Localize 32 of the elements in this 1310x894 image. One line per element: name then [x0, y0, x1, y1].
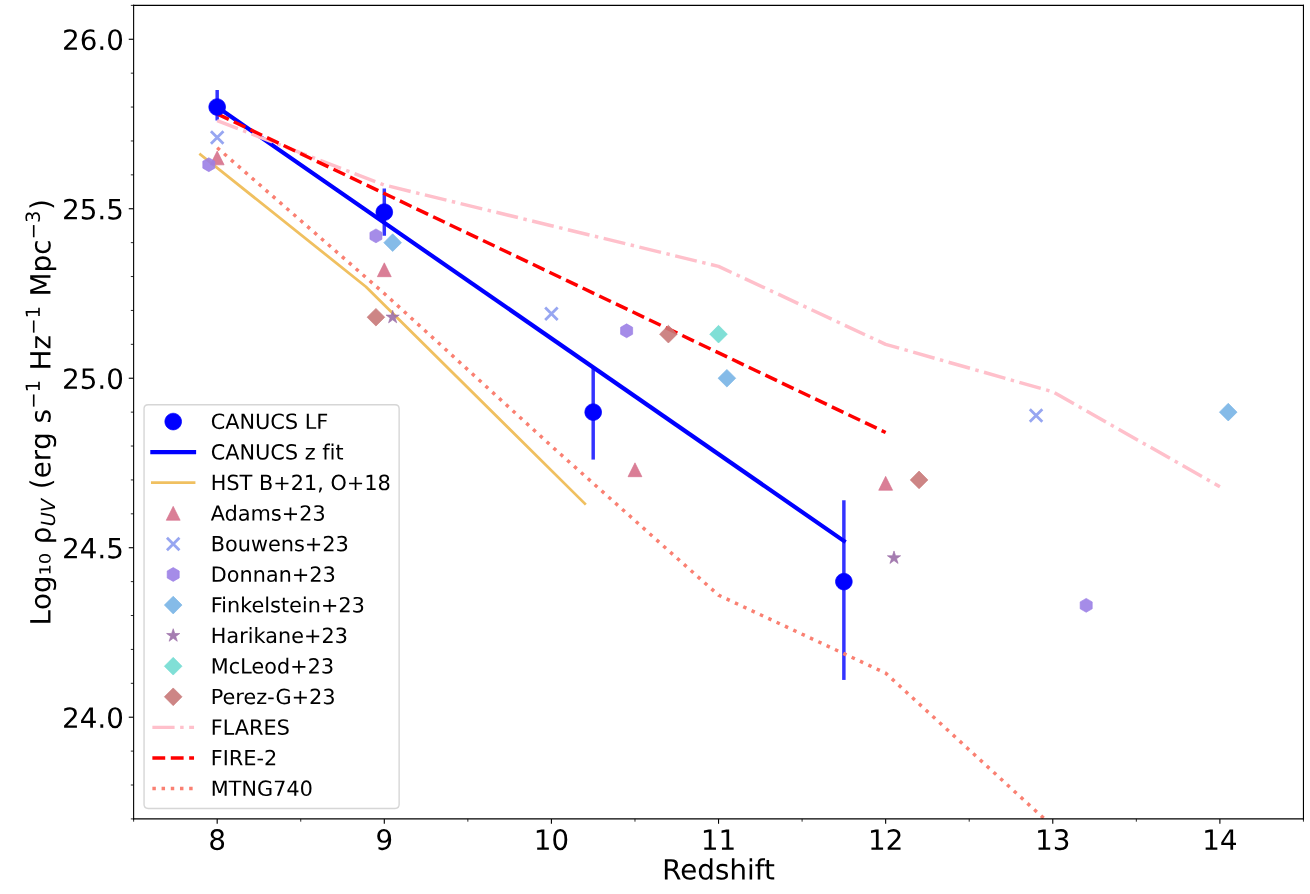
point	[659, 324, 678, 344]
x-tick-label: 12	[871, 829, 901, 850]
legend-label: Perez-G+23	[212, 688, 334, 705]
legend-label: FIRE-2	[212, 749, 276, 766]
y-tick-label: 24.5	[64, 537, 122, 559]
legend-label: Harikane+23	[212, 627, 347, 644]
y-tick-label: 25.5	[64, 198, 122, 220]
legend-label: Adams+23	[210, 504, 325, 521]
x-tick-label: 14	[1205, 829, 1237, 850]
x-tick-label: 8	[210, 829, 225, 851]
x-tick-label: 11	[703, 829, 734, 850]
legend-label: MTNG740	[212, 780, 312, 797]
point	[209, 129, 225, 146]
x-tick-label: 9	[377, 829, 392, 851]
point	[1028, 407, 1044, 424]
legend-label: Donnan+23	[212, 566, 335, 583]
point	[543, 306, 560, 322]
legend-label: HST B+21, O+18	[212, 474, 390, 493]
x-axis-title: Redshift	[664, 858, 775, 880]
y-tick-label: 26.0	[64, 29, 123, 51]
y-tick-label: 25.0	[64, 368, 123, 390]
point	[709, 324, 728, 344]
legend-label: CANUCS LF	[211, 413, 328, 430]
y-tick-label: 24.0	[64, 707, 123, 729]
legend-label: CANUCS z fit	[211, 443, 344, 460]
legend-label: Finkelstein+23	[212, 596, 364, 613]
legend-label: McLeod+23	[212, 657, 333, 674]
legend-label: FLARES	[212, 719, 289, 735]
x-tick-label: 10	[536, 829, 568, 851]
text: Log₁₀ ρ$_{UV}$ (erg s$^{−1}$ Hz$^{−1}$ Mpc$^{−3}$)	[25, 201, 57, 623]
legend-label: Bouwens+23	[212, 535, 348, 552]
x-tick-label: 13	[1038, 829, 1069, 851]
